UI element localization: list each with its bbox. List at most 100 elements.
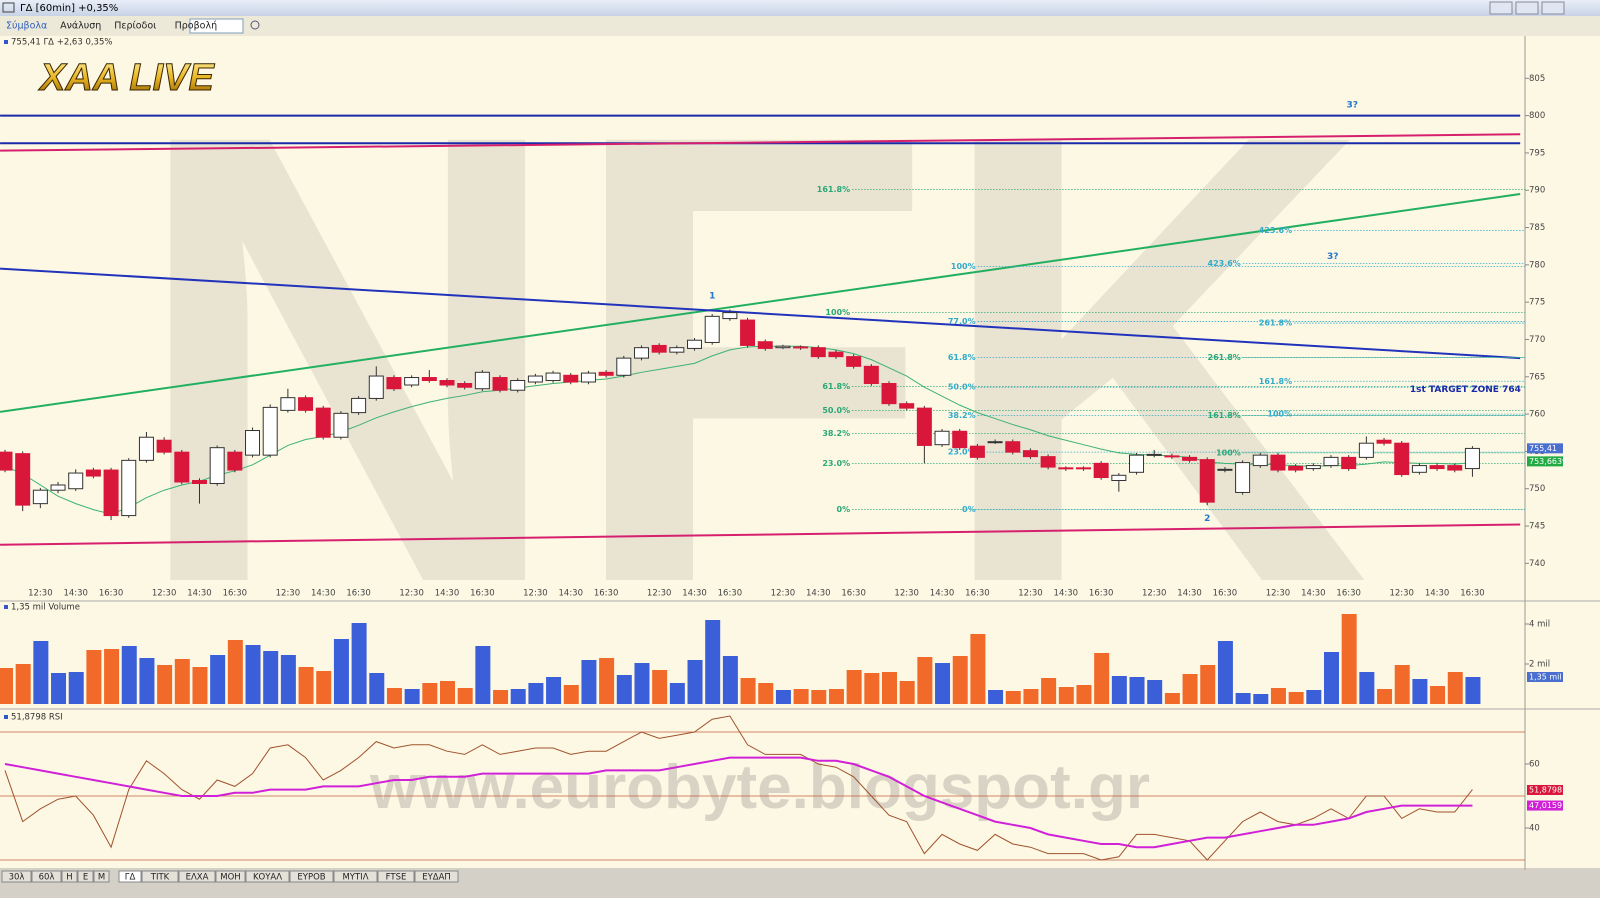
tab-label[interactable]: ΚΟΥΑΛ bbox=[253, 873, 282, 883]
y-tick-label: 785 bbox=[1529, 223, 1545, 233]
tab[interactable] bbox=[215, 870, 246, 883]
moving-average bbox=[4, 345, 1473, 515]
tab[interactable] bbox=[377, 870, 415, 883]
x-tick-label: 14:30 bbox=[559, 589, 584, 599]
tab[interactable] bbox=[289, 870, 334, 883]
fib-label: 50.0% bbox=[822, 406, 850, 415]
y-tick-label: 60 bbox=[1529, 760, 1540, 770]
tab[interactable] bbox=[333, 870, 378, 883]
search-icon[interactable] bbox=[250, 20, 260, 30]
x-tick-label: 12:30 bbox=[1142, 589, 1167, 599]
volume-bar bbox=[1359, 672, 1375, 704]
y-tick-label: 790 bbox=[1529, 186, 1545, 196]
tab[interactable] bbox=[141, 870, 179, 883]
maximize-button[interactable] bbox=[1515, 1, 1539, 15]
tab[interactable] bbox=[178, 870, 216, 883]
panel-header: 51,8798 RSI bbox=[11, 713, 63, 723]
candle-body bbox=[846, 356, 862, 367]
tab[interactable] bbox=[118, 870, 142, 883]
candle-body bbox=[1005, 441, 1021, 453]
x-tick-label: 14:30 bbox=[806, 589, 831, 599]
tab-label[interactable]: ΤΙΤΚ bbox=[150, 873, 170, 883]
fib-label: 38.2% bbox=[948, 411, 976, 420]
volume-bar bbox=[599, 658, 615, 704]
volume-bar bbox=[669, 683, 685, 704]
volume-bar bbox=[174, 659, 190, 704]
candle-body bbox=[580, 372, 596, 383]
x-tick-label: 14:30 bbox=[682, 589, 707, 599]
tab-label[interactable]: ΓΔ bbox=[125, 873, 136, 883]
tab-label[interactable]: Ε bbox=[83, 873, 88, 883]
tab-label[interactable]: FTSE bbox=[386, 873, 407, 883]
tab[interactable] bbox=[77, 870, 94, 883]
volume-bar bbox=[1058, 687, 1074, 704]
menu-item[interactable]: Προβολή bbox=[175, 21, 218, 32]
volume-bar bbox=[1200, 665, 1216, 704]
tab[interactable] bbox=[245, 870, 290, 883]
volume-bar bbox=[616, 675, 632, 704]
tab[interactable] bbox=[93, 870, 110, 883]
volume-bar bbox=[475, 646, 491, 704]
close-button[interactable] bbox=[1541, 1, 1565, 15]
x-tick-label: 14:30 bbox=[1054, 589, 1079, 599]
tab-label[interactable]: Μ bbox=[98, 873, 105, 883]
x-tick-label: 14:30 bbox=[63, 589, 88, 599]
tab-label[interactable]: ΜΥΤΙΛ bbox=[342, 873, 368, 883]
candle-body bbox=[245, 430, 261, 456]
trend-line bbox=[0, 133, 1521, 152]
trend-line bbox=[0, 523, 1521, 546]
menu-item[interactable]: Σύμβολα bbox=[6, 21, 47, 32]
volume-bar bbox=[316, 671, 332, 704]
tab-label[interactable]: ΕΥΔΑΠ bbox=[422, 873, 451, 883]
candle-body bbox=[1111, 474, 1127, 482]
candle-body bbox=[793, 346, 809, 349]
volume-bar bbox=[369, 673, 385, 704]
x-tick-label: 16:30 bbox=[718, 589, 743, 599]
tab-label[interactable]: 60λ bbox=[39, 873, 55, 883]
candle-body bbox=[1199, 459, 1215, 503]
candle-body bbox=[1022, 450, 1038, 458]
volume-bar bbox=[828, 689, 844, 704]
candle-body bbox=[1270, 454, 1286, 471]
candle-body bbox=[916, 407, 932, 446]
minimize-button[interactable] bbox=[1489, 1, 1513, 15]
window-title: ΓΔ [60min] +0,35% bbox=[20, 3, 118, 14]
tab[interactable] bbox=[61, 870, 78, 883]
volume-bar bbox=[1111, 676, 1127, 704]
candle-body bbox=[15, 453, 31, 506]
volume-bar bbox=[263, 651, 279, 704]
tab-label[interactable]: Η bbox=[66, 873, 72, 883]
candle-body bbox=[333, 412, 349, 438]
volume-bar bbox=[1430, 686, 1446, 704]
x-tick-label: 12:30 bbox=[1018, 589, 1043, 599]
tab-label[interactable]: ΕΥΡΟΒ bbox=[297, 873, 325, 883]
fib-label: 261.8% bbox=[1208, 353, 1241, 362]
candle-body bbox=[775, 345, 791, 349]
x-tick-label: 16:30 bbox=[1460, 589, 1485, 599]
fib-label: 61.8% bbox=[822, 382, 850, 391]
x-tick-label: 16:30 bbox=[346, 589, 371, 599]
x-tick-label: 16:30 bbox=[223, 589, 248, 599]
symbol-input[interactable] bbox=[189, 18, 244, 34]
x-tick-label: 16:30 bbox=[470, 589, 495, 599]
tab-label[interactable]: 30λ bbox=[9, 873, 25, 883]
candle-body bbox=[740, 319, 756, 346]
menu-item[interactable]: Ανάλυση bbox=[60, 21, 101, 32]
tab[interactable] bbox=[414, 870, 459, 883]
candle-body bbox=[1394, 442, 1410, 476]
menu-item[interactable]: Περίοδοι bbox=[114, 21, 156, 32]
candle-body bbox=[492, 377, 508, 391]
tab-label[interactable]: ΜΟΗ bbox=[220, 873, 240, 883]
tab-label[interactable]: ΕΛΧΑ bbox=[186, 873, 209, 883]
volume-bar bbox=[1005, 691, 1021, 704]
fib-label: 0% bbox=[837, 505, 851, 514]
tab[interactable] bbox=[1, 870, 32, 883]
watermark-url: www.eurobyte.blogspot.gr bbox=[369, 753, 1150, 822]
value-marker-label: 755,41 bbox=[1529, 444, 1557, 453]
tab[interactable] bbox=[31, 870, 62, 883]
x-tick-label: 12:30 bbox=[894, 589, 919, 599]
volume-bar bbox=[687, 660, 703, 704]
volume-bar bbox=[1412, 679, 1428, 704]
volume-bar bbox=[546, 677, 562, 704]
annotation: 1st TARGET ZONE 764 bbox=[1410, 385, 1521, 395]
